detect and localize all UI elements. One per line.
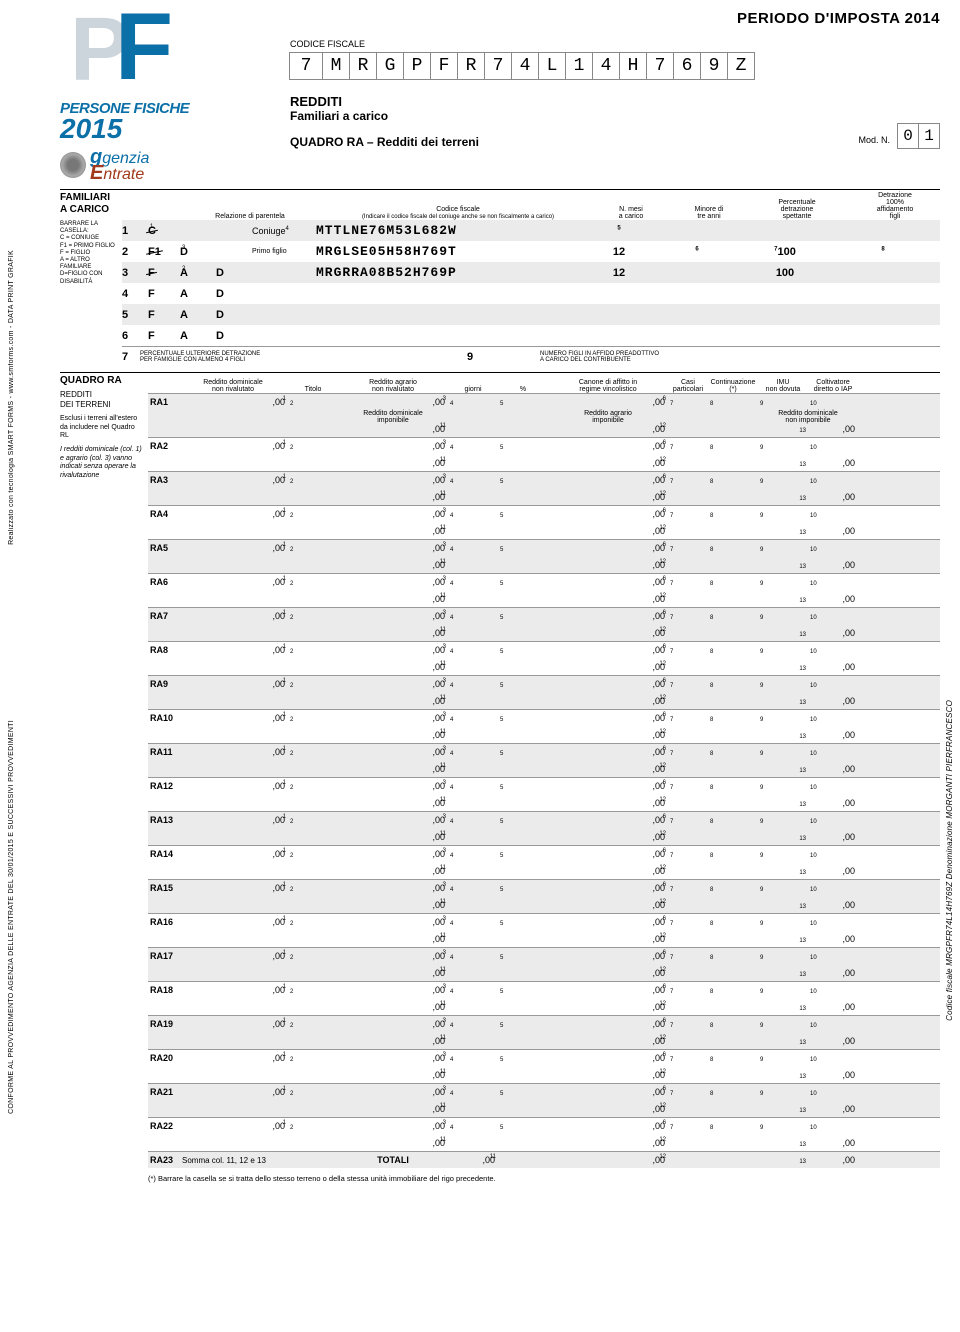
header: P F PERSONE FISICHE 2015 ggenzia Entrate… [60, 10, 940, 183]
ra-row: RA131,0023,00456,0078910 [148, 811, 940, 828]
cf-char: F [430, 52, 458, 80]
ra-row: RA81,0023,00456,0078910 [148, 641, 940, 658]
familiari-row: 6FAD [122, 325, 940, 346]
familiari-legend: BARRARE LA CASELLA:C = CONIUGEF1 = PRIMO… [60, 221, 118, 286]
cf-char: 6 [673, 52, 701, 80]
cf-char: G [376, 52, 404, 80]
cf-char: R [457, 52, 485, 80]
cf-char: 7 [289, 52, 323, 80]
ra-row: RA61,0023,00456,0078910 [148, 573, 940, 590]
ra-row-line2: 11,0012,0013,00 [148, 1032, 940, 1049]
ra-row: RA191,0023,00456,0078910 [148, 1015, 940, 1032]
ra-row-line2: 11,0012,0013,00 [148, 658, 940, 675]
ra-row: RA21,0023,00456,0078910 [148, 437, 940, 454]
cf-char: R [349, 52, 377, 80]
cf-char: 4 [592, 52, 620, 80]
cf-char: 7 [646, 52, 674, 80]
ra-row-line2: 11,0012,0013,00 [148, 726, 940, 743]
ra-row-line2: 11,0012,0013,00 [148, 590, 940, 607]
ra-row-line2: 11,0012,0013,00 [148, 692, 940, 709]
ra-row-line2: 11,0012,0013,00 [148, 522, 940, 539]
familiari-row-7: 7 PERCENTUALE ULTERIORE DETRAZIONEPER FA… [122, 346, 940, 366]
ra-row: RA91,0023,00456,0078910 [148, 675, 940, 692]
footnote: (*) Barrare la casella se si tratta dell… [60, 1174, 940, 1183]
ra-row: RA121,0023,00456,0078910 [148, 777, 940, 794]
familiari-row: 5FAD [122, 304, 940, 325]
mod-char: 0 [897, 123, 919, 149]
mod-n-label: Mod. N. [858, 135, 890, 149]
ra-row-line2: 11,0012,0013,00 [148, 454, 940, 471]
ra-subheader: Reddito dominicaleimponibile Reddito agr… [148, 410, 940, 420]
ra-row-23: RA23 Somma col. 11, 12 e 13 TOTALI 11,00… [148, 1151, 940, 1168]
ra-row: RA201,0023,00456,0078910 [148, 1049, 940, 1066]
ra-row-line2: 11,0012,0013,00 [148, 794, 940, 811]
ra-row: RA151,0023,00456,0078910 [148, 879, 940, 896]
ra-row: RA11,0023,00456,0078910 [148, 393, 940, 410]
cf-char: H [619, 52, 647, 80]
quadro-ra-note1: Esclusi i terreni all'estero da includer… [60, 415, 144, 440]
ra-row: RA141,0023,00456,0078910 [148, 845, 940, 862]
ra-row-line2: 11,0012,0013,00 [148, 862, 940, 879]
logo-f: F [115, 5, 173, 91]
ra-row: RA51,0023,00456,0078910 [148, 539, 940, 556]
cf-char: Z [727, 52, 755, 80]
ra-row-line2: 11,0012,0013,00 [148, 1066, 940, 1083]
cf-char: 7 [484, 52, 512, 80]
quadro-ra-note2: I redditi dominicale (col. 1) e agrario … [60, 446, 144, 480]
periodo-imposta: PERIODO D'IMPOSTA 2014 [290, 10, 940, 27]
ra-row: RA171,0023,00456,0078910 [148, 947, 940, 964]
ra-row: RA211,0023,00456,0078910 [148, 1083, 940, 1100]
ra-row-line2: 11,0012,0013,00 [148, 1100, 940, 1117]
side-credit-1: Realizzato con tecnologia SMART FORMS - … [8, 250, 15, 545]
emblem-icon [60, 152, 86, 178]
ra-row-line2: 11,0012,0013,00 [148, 828, 940, 845]
mod-char: 1 [918, 123, 940, 149]
ra-row: RA181,0023,00456,0078910 [148, 981, 940, 998]
cf-boxes: 7MRGPFR74L14H769Z [290, 52, 940, 80]
ra-row-line2: 11,0012,0013,00 [148, 998, 940, 1015]
quadro-ra-sub: REDDITIDEI TERRENI [60, 390, 144, 409]
cf-label: CODICE FISCALE [290, 39, 940, 49]
redditi-sub2: QUADRO RA – Redditi dei terreni [290, 135, 858, 149]
logo-block: P F PERSONE FISICHE 2015 ggenzia Entrate [60, 10, 290, 183]
familiari-section: FAMILIARI A CARICO BARRARE LA CASELLA:C … [60, 192, 940, 366]
cf-char: L [538, 52, 566, 80]
ra-header-row: Reddito dominicalenon rivalutato Titolo … [148, 375, 940, 393]
ra-row-line2: 11,0012,0013,00 [148, 488, 940, 505]
redditi-sub1: Familiari a carico [290, 109, 940, 123]
ra-row: RA71,0023,00456,0078910 [148, 607, 940, 624]
familiari-row: 3F2ADMRGRRA08B52H769P12100 [122, 262, 940, 283]
ra-row: RA161,0023,00456,0078910 [148, 913, 940, 930]
ra-row: RA111,0023,00456,0078910 [148, 743, 940, 760]
cf-char: 4 [511, 52, 539, 80]
ra-row: RA31,0023,00456,0078910 [148, 471, 940, 488]
redditi-title: REDDITI [290, 94, 940, 109]
cf-char: 1 [565, 52, 593, 80]
familiari-title: FAMILIARI A CARICO [60, 192, 118, 215]
ra-row: RA41,0023,00456,0078910 [148, 505, 940, 522]
page: Realizzato con tecnologia SMART FORMS - … [0, 0, 960, 1203]
ra-row-line2: 11,0012,0013,00 [148, 760, 940, 777]
cf-char: P [403, 52, 431, 80]
ra-row-line2: 11,0012,0013,00 [148, 896, 940, 913]
ra-row: RA101,0023,00456,0078910 [148, 709, 940, 726]
ra-row-line2: 11,0012,0013,00 [148, 1134, 940, 1151]
familiari-row: 4FAD [122, 283, 940, 304]
ra-row-line2: 11,0012,0013,00 [148, 964, 940, 981]
ra-row: RA221,0023,00456,0078910 [148, 1117, 940, 1134]
familiari-row: 11CConiuge4MTTLNE76M53L682W5 [122, 220, 940, 241]
ra-row-line2: 11,0012,0013,00 [148, 930, 940, 947]
familiari-row: 2F13DPrimo figlioMRGLSE05H58H769T1267100… [122, 241, 940, 262]
mod-boxes: 01 [898, 123, 940, 149]
ra-row-line2: 11,0012,0013,00 [148, 624, 940, 641]
logo-agenzia: ggenzia Entrate [60, 147, 290, 183]
quadro-ra-section: QUADRO RA REDDITIDEI TERRENI Esclusi i t… [60, 375, 940, 1168]
ra-row-line2: 11,0012,0013,00 [148, 556, 940, 573]
cf-char: M [322, 52, 350, 80]
side-taxpayer: Codice fiscale MRGPFR74L14H769Z Denomina… [945, 700, 954, 1021]
side-credit-2: CONFORME AL PROVVEDIMENTO AGENZIA DELLE … [8, 720, 15, 1114]
cf-char: 9 [700, 52, 728, 80]
quadro-ra-title: QUADRO RA [60, 375, 144, 386]
familiari-header: Relazione di parentela Codice fiscale(In… [122, 192, 940, 220]
